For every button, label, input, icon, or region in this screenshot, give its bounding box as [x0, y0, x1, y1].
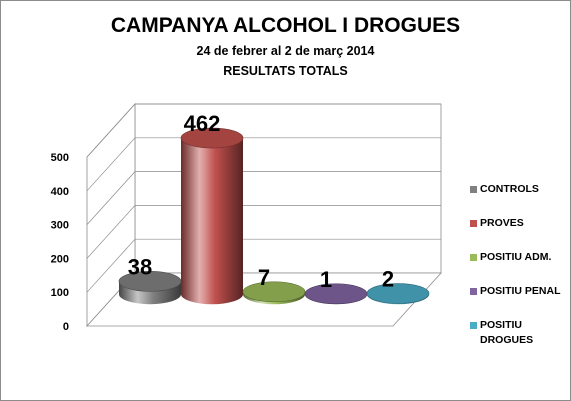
back-wall	[134, 103, 442, 274]
legend-item: POSITIU DROGUES	[470, 318, 570, 352]
legend-swatch	[470, 288, 477, 295]
bar-controls	[118, 271, 182, 305]
bar-positiu-drogues	[366, 283, 430, 305]
legend-item: PROVES	[470, 216, 570, 250]
legend-label: POSITIU ADM.	[480, 251, 552, 263]
legend-item: CONTROLS	[470, 182, 570, 216]
chart-title: CAMPANYA ALCOHOL I DROGUES	[110, 14, 461, 37]
gridline	[86, 103, 441, 158]
data-label: 2	[382, 267, 394, 292]
chart-subtitle-results: RESULTATS TOTALS	[223, 64, 348, 78]
data-label: 7	[258, 265, 270, 290]
data-label: 462	[184, 111, 221, 136]
legend-item: POSITIU PENAL	[470, 284, 570, 318]
legend-label: POSITIU PENAL	[480, 285, 561, 297]
legend-item: POSITIU ADM.	[470, 250, 570, 284]
bar-top	[180, 127, 244, 149]
bar-body	[181, 138, 243, 305]
legend-swatch	[470, 254, 477, 261]
gridline	[86, 171, 441, 225]
gridline	[86, 205, 441, 259]
gridline	[86, 238, 441, 293]
y-tick-label: 400	[51, 186, 69, 198]
legend-label: PROVES	[480, 217, 524, 229]
legend-label: POSITIU DROGUES	[480, 319, 534, 346]
bar-positiu-penal	[304, 283, 368, 305]
data-label: 1	[320, 267, 332, 292]
y-tick-label: 200	[51, 253, 69, 265]
bar-top	[242, 281, 306, 303]
chart-legend: CONTROLS PROVES POSITIU ADM. POSITIU PENAL P…	[470, 182, 570, 352]
data-label: 38	[128, 254, 152, 279]
gridlines	[86, 103, 441, 293]
bar-positiu-adm-	[242, 281, 306, 305]
y-tick-label: 300	[51, 220, 69, 232]
chart-subtitle: 24 de febrer al 2 de març 2014	[196, 44, 375, 58]
data-labels: 38 462 7 1 2	[128, 111, 394, 292]
bar-top	[366, 283, 430, 304]
y-tick-label: 500	[51, 152, 69, 164]
bar-proves	[180, 127, 244, 305]
y-tick-label: 100	[51, 287, 69, 299]
y-axis: 0 100 200 300 400 500	[51, 152, 69, 333]
bar-top	[304, 283, 368, 305]
legend-swatch	[470, 186, 477, 193]
gridline	[86, 137, 441, 192]
legend-swatch	[470, 220, 477, 227]
y-tick-label: 0	[63, 321, 69, 333]
legend-label: CONTROLS	[480, 183, 539, 195]
bars	[118, 127, 430, 305]
legend-swatch	[470, 322, 477, 329]
